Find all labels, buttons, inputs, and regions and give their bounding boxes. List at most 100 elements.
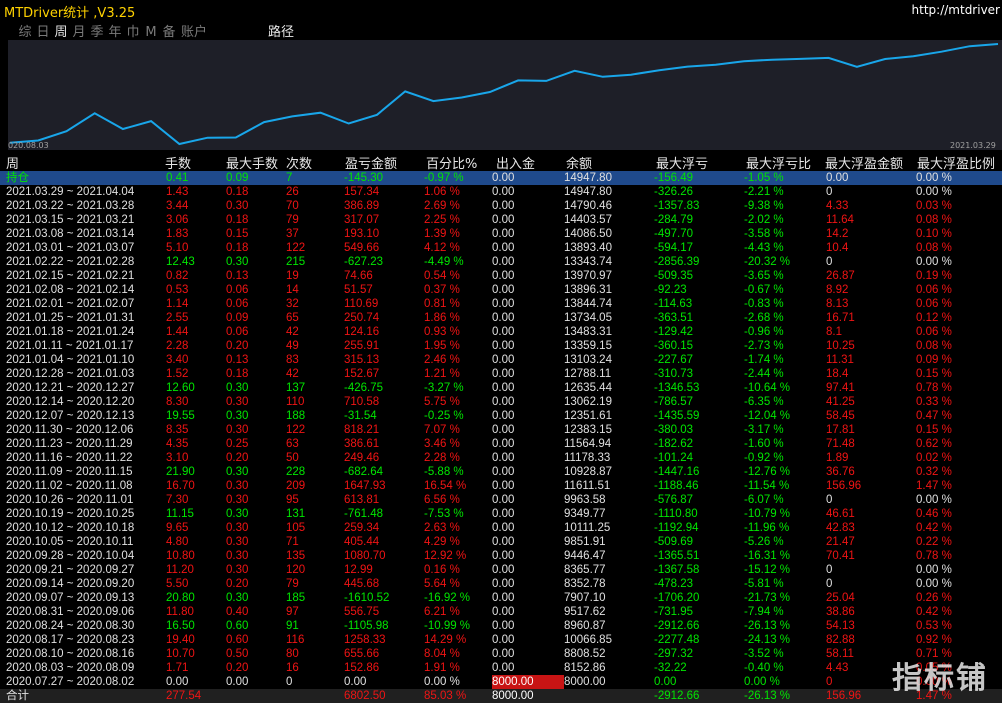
table-row[interactable]: 2021.01.18 ~ 2021.01.24 1.44 0.06 42 124.16 0… — [0, 325, 1002, 339]
table-row[interactable]: 2021.03.01 ~ 2021.03.07 5.10 0.18 122 549.66… — [0, 241, 1002, 255]
cell-0: 2020.11.16 ~ 2020.11.22 — [6, 452, 133, 464]
table-row[interactable]: 2020.08.24 ~ 2020.08.30 16.50 0.60 91 -1105.… — [0, 619, 1002, 633]
cell-10: 0 — [826, 564, 833, 576]
table-row[interactable]: 2020.12.21 ~ 2020.12.27 12.60 0.30 137 -426.… — [0, 381, 1002, 395]
cell-11: 0.06 % — [916, 284, 952, 296]
table-row[interactable]: 2020.08.31 ~ 2020.09.06 11.80 0.40 97 556.75… — [0, 605, 1002, 619]
tab-3[interactable]: 月 — [72, 25, 86, 40]
col-header-6[interactable]: 出入金 — [496, 157, 536, 172]
table-row[interactable]: 2020.11.09 ~ 2020.11.15 21.90 0.30 228 -682.… — [0, 465, 1002, 479]
cell-7: 9349.77 — [564, 508, 606, 520]
col-header-10[interactable]: 最大浮盈金额 — [825, 157, 904, 172]
cell-1: 8.30 — [166, 396, 189, 408]
tab-7[interactable]: M — [145, 25, 157, 40]
col-header-4[interactable]: 盈亏金额 — [345, 157, 398, 172]
col-header-9[interactable]: 最大浮亏比 — [746, 157, 812, 172]
table-row[interactable]: 2021.02.22 ~ 2021.02.28 12.43 0.30 215 -627.… — [0, 255, 1002, 269]
cell-3: 131 — [286, 508, 306, 520]
table-row[interactable]: 2020.09.21 ~ 2020.09.27 11.20 0.30 120 12.99… — [0, 563, 1002, 577]
table-row[interactable]: 2021.02.15 ~ 2021.02.21 0.82 0.13 19 74.66 0.… — [0, 269, 1002, 283]
cell-3: 209 — [286, 480, 306, 492]
cell-10: 26.87 — [826, 270, 855, 282]
cell-5: 14.29 % — [424, 634, 467, 646]
table-row[interactable]: 2020.08.03 ~ 2020.08.09 1.71 0.20 16 152.86 1… — [0, 661, 1002, 675]
cell-1: 1.44 — [166, 326, 189, 338]
cell-2: 0.20 — [226, 662, 249, 674]
cell-2 — [226, 689, 286, 703]
cell-5: 1.91 % — [424, 662, 460, 674]
col-header-2[interactable]: 最大手数 — [226, 157, 279, 172]
table-row[interactable]: 2020.10.19 ~ 2020.10.25 11.15 0.30 131 -761.… — [0, 507, 1002, 521]
table-row[interactable]: 2020.10.26 ~ 2020.11.01 7.30 0.30 95 613.81 6… — [0, 493, 1002, 507]
cell-3: 80 — [286, 648, 299, 660]
cell-7: 10928.87 — [564, 466, 612, 478]
col-header-0[interactable]: 周 — [6, 157, 20, 172]
table-row[interactable]: 2021.01.25 ~ 2021.01.31 2.55 0.09 65 250.74 1… — [0, 311, 1002, 325]
cell-9: -6.35 % — [744, 396, 784, 408]
cell-8: -310.73 — [654, 368, 694, 380]
cell-4: 0.00 — [344, 676, 367, 688]
cell-11: 0.08 % — [916, 340, 952, 352]
equity-chart — [8, 40, 1002, 150]
tab-path[interactable]: 路径 — [268, 25, 295, 40]
cell-6: 0.00 — [492, 354, 515, 366]
tab-4[interactable]: 季 — [90, 25, 104, 40]
cell-11: 0.00 % — [916, 171, 1002, 185]
tab-1[interactable]: 日 — [36, 25, 50, 40]
cell-4: 549.66 — [344, 242, 380, 254]
table-row[interactable]: 2020.07.27 ~ 2020.08.02 0.00 0.00 0 0.00 0.00… — [0, 675, 1002, 689]
cell-6: 0.00 — [492, 270, 515, 282]
table-row[interactable]: 2020.10.05 ~ 2020.10.11 4.80 0.30 71 405.44 4… — [0, 535, 1002, 549]
tab-8[interactable]: 备 — [162, 25, 176, 40]
table-header: 周 手数 最大手数 次数 盈亏金额 百分比% 出入金 余额 最大浮亏 最大浮亏比 最大浮盈金额 最大浮… — [0, 153, 1002, 172]
cell-8: -1188.46 — [654, 480, 699, 492]
tab-9[interactable]: 账户 — [180, 25, 207, 40]
table-row[interactable]: 2021.01.04 ~ 2021.01.10 3.40 0.13 83 315.13 2… — [0, 353, 1002, 367]
cell-1: 16.70 — [166, 480, 195, 492]
table-row[interactable]: 2020.11.23 ~ 2020.11.29 4.35 0.25 63 386.61 3… — [0, 437, 1002, 451]
table-row[interactable]: 2021.03.15 ~ 2021.03.21 3.06 0.18 79 317.07 2… — [0, 213, 1002, 227]
total-row[interactable]: 合计 277.54 6802.50 85.03 % 8000.00 -2912.66 -26… — [0, 689, 1002, 703]
cell-8: -297.32 — [654, 648, 694, 660]
table-row[interactable]: 2021.03.29 ~ 2021.04.04 1.43 0.18 26 157.34 1… — [0, 185, 1002, 199]
table-row[interactable]: 2020.11.02 ~ 2020.11.08 16.70 0.30 209 1647.… — [0, 479, 1002, 493]
table-row[interactable]: 2020.08.10 ~ 2020.08.16 10.70 0.50 80 655.66… — [0, 647, 1002, 661]
table-row[interactable]: 2020.09.28 ~ 2020.10.04 10.80 0.30 135 1080.… — [0, 549, 1002, 563]
table-row[interactable]: 2020.10.12 ~ 2020.10.18 9.65 0.30 105 259.34… — [0, 521, 1002, 535]
position-row[interactable]: 持仓 0.41 0.09 7 -145.30 -0.97 % 0.00 14947.80 -15… — [0, 171, 1002, 185]
tab-5[interactable]: 年 — [108, 25, 122, 40]
cell-4: -761.48 — [344, 508, 384, 520]
table-row[interactable]: 2020.12.07 ~ 2020.12.13 19.55 0.30 188 -31.5… — [0, 409, 1002, 423]
tab-6[interactable]: 巾 — [126, 25, 140, 40]
cell-2: 0.20 — [226, 340, 249, 352]
cell-9: -26.13 % — [744, 620, 791, 632]
table-row[interactable]: 2020.08.17 ~ 2020.08.23 19.40 0.60 116 1258.… — [0, 633, 1002, 647]
table-row[interactable]: 2020.09.07 ~ 2020.09.13 20.80 0.30 185 -1610… — [0, 591, 1002, 605]
cell-11: 0.09 % — [916, 354, 952, 366]
col-header-5[interactable]: 百分比% — [426, 157, 478, 172]
col-header-11[interactable]: 最大浮盈比例 — [917, 157, 996, 172]
cell-6: 0.00 — [492, 536, 515, 548]
table-row[interactable]: 2021.03.08 ~ 2021.03.14 1.83 0.15 37 193.10 1… — [0, 227, 1002, 241]
cell-2: 0.30 — [226, 424, 249, 436]
app-url[interactable]: http://mtdriver — [911, 3, 1000, 17]
cell-0: 2020.07.27 ~ 2020.08.02 — [6, 676, 135, 688]
cell-3: 70 — [286, 200, 299, 212]
table-row[interactable]: 2021.01.11 ~ 2021.01.17 2.28 0.20 49 255.91 1… — [0, 339, 1002, 353]
table-row[interactable]: 2021.03.22 ~ 2021.03.28 3.44 0.30 70 386.89 2… — [0, 199, 1002, 213]
table-row[interactable]: 2020.12.28 ~ 2021.01.03 1.52 0.18 42 152.67 1… — [0, 367, 1002, 381]
col-header-3[interactable]: 次数 — [286, 157, 313, 172]
table-row[interactable]: 2020.11.16 ~ 2020.11.22 3.10 0.20 50 249.46 2… — [0, 451, 1002, 465]
cell-7: 7907.10 — [564, 592, 606, 604]
cell-3: 32 — [286, 298, 299, 310]
table-row[interactable]: 2020.11.30 ~ 2020.12.06 8.35 0.30 122 818.21… — [0, 423, 1002, 437]
table-row[interactable]: 2021.02.01 ~ 2021.02.07 1.14 0.06 32 110.69 0… — [0, 297, 1002, 311]
table-row[interactable]: 2021.02.08 ~ 2021.02.14 0.53 0.06 14 51.57 0.… — [0, 283, 1002, 297]
col-header-8[interactable]: 最大浮亏 — [656, 157, 709, 172]
col-header-1[interactable]: 手数 — [165, 157, 192, 172]
table-row[interactable]: 2020.09.14 ~ 2020.09.20 5.50 0.20 79 445.68 5… — [0, 577, 1002, 591]
tab-0[interactable]: 综 — [18, 25, 32, 40]
table-row[interactable]: 2020.12.14 ~ 2020.12.20 8.30 0.30 110 710.58… — [0, 395, 1002, 409]
tab-2[interactable]: 周 — [54, 25, 68, 40]
col-header-7[interactable]: 余额 — [566, 157, 593, 172]
